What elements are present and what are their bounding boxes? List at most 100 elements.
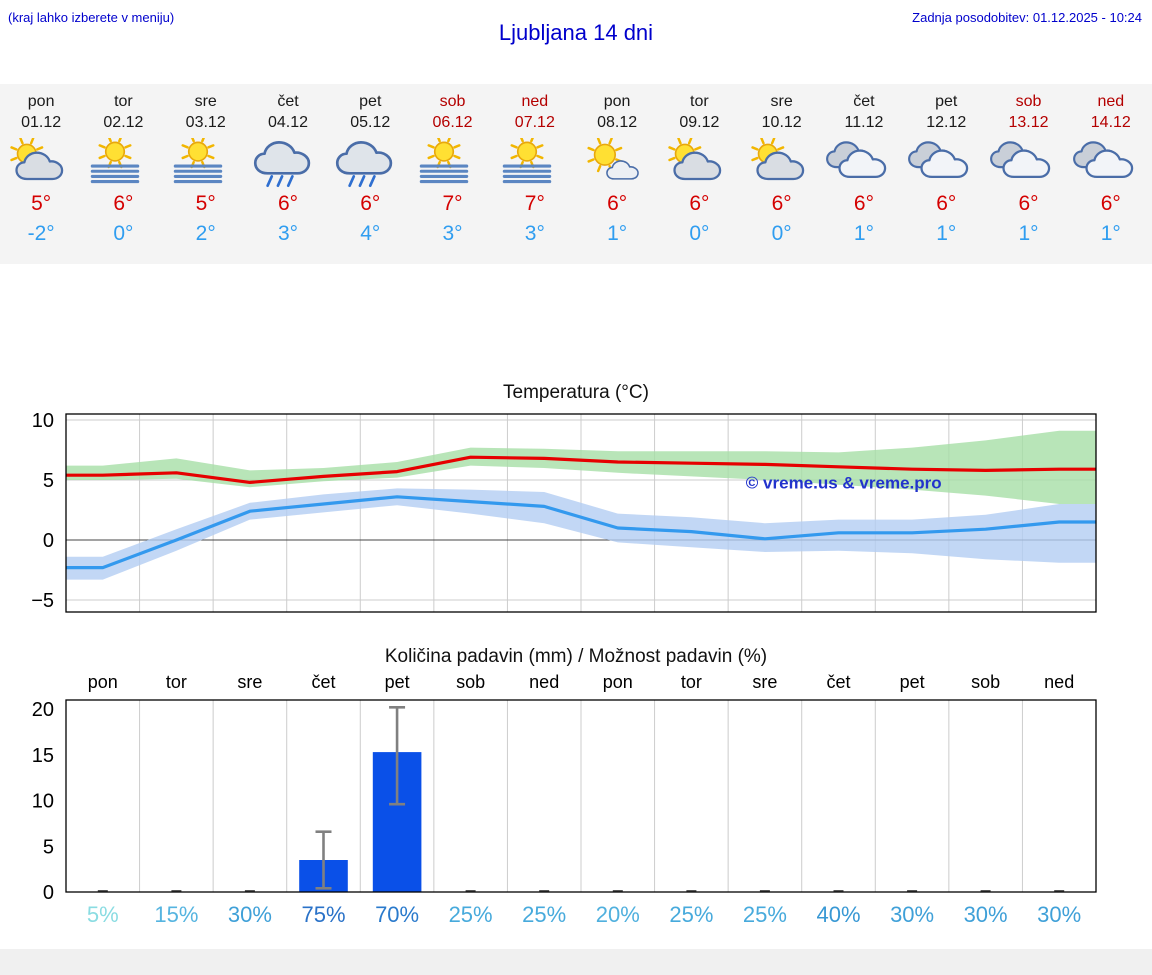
high-temp: 5° bbox=[195, 192, 216, 215]
day-date: 10.12 bbox=[761, 114, 802, 131]
precip-probability-label: 25% bbox=[743, 902, 787, 927]
weather-icon-sun-cloud bbox=[668, 138, 722, 181]
temperature-chart-title: Temperatura (°C) bbox=[503, 382, 649, 403]
forecast-day[interactable]: ned 07.12 7° 3° bbox=[494, 84, 576, 264]
precip-probability-label: 30% bbox=[228, 902, 272, 927]
precip-probability-label: 5% bbox=[87, 902, 119, 927]
low-temp: 3° bbox=[524, 222, 545, 245]
low-temp: 1° bbox=[853, 222, 874, 245]
weather-icon-cloudy bbox=[908, 141, 969, 179]
axis-day-label: pet bbox=[900, 672, 925, 692]
axis-day-label: sre bbox=[752, 672, 777, 692]
day-name: pet bbox=[359, 93, 382, 110]
high-temp: 6° bbox=[936, 192, 957, 215]
day-date: 07.12 bbox=[514, 114, 555, 131]
day-name: sre bbox=[770, 93, 793, 110]
high-temp: 6° bbox=[1018, 192, 1039, 215]
forecast-day[interactable]: sob 06.12 7° 3° bbox=[411, 84, 493, 264]
precip-probability-label: 20% bbox=[596, 902, 640, 927]
svg-text:0: 0 bbox=[43, 530, 54, 552]
day-date: 01.12 bbox=[21, 114, 62, 131]
day-date: 08.12 bbox=[597, 114, 638, 131]
high-temp: 7° bbox=[442, 192, 463, 215]
day-date: 09.12 bbox=[679, 114, 720, 131]
day-date: 12.12 bbox=[926, 114, 967, 131]
axis-day-label: tor bbox=[166, 672, 187, 692]
axis-day-label: čet bbox=[826, 672, 850, 692]
axis-day-label: tor bbox=[681, 672, 702, 692]
low-temp: 3° bbox=[442, 222, 463, 245]
day-name: sre bbox=[194, 93, 217, 110]
day-date: 05.12 bbox=[350, 114, 391, 131]
high-temp: 6° bbox=[607, 192, 628, 215]
day-date: 04.12 bbox=[267, 114, 308, 131]
high-temp: 6° bbox=[360, 192, 381, 215]
svg-text:10: 10 bbox=[32, 410, 54, 432]
forecast-day[interactable]: tor 09.12 6° 0° bbox=[658, 84, 740, 264]
day-name: ned bbox=[521, 93, 549, 110]
temperature-chart-block: Temperatura (°C) −5 0 5 10 © vreme.us & vrem… bbox=[0, 382, 1152, 636]
weather-icon-rain bbox=[253, 141, 311, 188]
svg-text:0: 0 bbox=[43, 882, 54, 904]
watermark: © vreme.us & vreme.pro bbox=[746, 473, 942, 492]
forecast-day[interactable]: sre 03.12 5° 2° bbox=[165, 84, 247, 264]
low-temp: 0° bbox=[689, 222, 710, 245]
axis-day-label: pon bbox=[603, 672, 633, 692]
high-temp: 6° bbox=[277, 192, 299, 215]
page-title: Ljubljana 14 dni bbox=[498, 20, 654, 45]
forecast-day[interactable]: sob 13.12 6° 1° bbox=[987, 84, 1069, 264]
day-name: čet bbox=[277, 93, 299, 110]
precip-probability-label: 30% bbox=[890, 902, 934, 927]
precip-probability-label: 75% bbox=[301, 902, 345, 927]
day-name: pon bbox=[27, 93, 55, 110]
precip-probability-label: 25% bbox=[522, 902, 566, 927]
precip-probability-label: 25% bbox=[449, 902, 493, 927]
weather-icon-cloudy bbox=[990, 141, 1051, 179]
forecast-day[interactable]: pon 08.12 6° 1° bbox=[576, 84, 658, 264]
high-temp: 5° bbox=[31, 192, 52, 215]
high-temp: 6° bbox=[771, 192, 792, 215]
forecast-day[interactable]: ned 14.12 6° 1° bbox=[1070, 84, 1152, 264]
low-temp: 0° bbox=[113, 222, 134, 245]
weather-icon-sun-cloud bbox=[750, 138, 804, 181]
day-date: 06.12 bbox=[432, 114, 473, 131]
forecast-day[interactable]: čet 11.12 6° 1° bbox=[823, 84, 905, 264]
weather-icon-sun-cloud bbox=[10, 138, 64, 181]
forecast-day[interactable]: pet 12.12 6° 1° bbox=[905, 84, 987, 264]
precipitation-chart-block: Količina padavin (mm) / Možnost padavin … bbox=[0, 646, 1152, 932]
day-name: pon bbox=[603, 93, 631, 110]
precip-probability-label: 30% bbox=[1037, 902, 1081, 927]
day-name: čet bbox=[853, 93, 875, 110]
axis-day-label: sob bbox=[971, 672, 1000, 692]
temperature-chart: −5 0 5 10 © vreme.us & vreme.pro bbox=[31, 410, 1097, 613]
forecast-day[interactable]: čet 04.12 6° 3° bbox=[247, 84, 329, 264]
svg-text:5: 5 bbox=[43, 836, 54, 858]
precip-probability-label: 30% bbox=[964, 902, 1008, 927]
axis-day-label: sob bbox=[456, 672, 485, 692]
high-temp: 6° bbox=[689, 192, 710, 215]
low-temp: 3° bbox=[277, 222, 299, 245]
weather-icon-sun-small-cloud bbox=[587, 138, 639, 180]
day-name: tor bbox=[114, 93, 133, 110]
forecast-day[interactable]: tor 02.12 6° 0° bbox=[82, 84, 164, 264]
weather-icon-rain bbox=[336, 141, 393, 188]
weather-icon-fog-sun bbox=[502, 138, 551, 184]
precip-probability-label: 40% bbox=[816, 902, 860, 927]
day-name: ned bbox=[1097, 93, 1125, 110]
high-temp: 6° bbox=[113, 192, 134, 215]
day-date: 03.12 bbox=[185, 114, 226, 131]
forecast-day[interactable]: pet 05.12 6° 4° bbox=[329, 84, 411, 264]
high-temp: 6° bbox=[1100, 192, 1121, 215]
axis-day-label: pet bbox=[385, 672, 410, 692]
forecast-day[interactable]: pon 01.12 5° -2° bbox=[0, 84, 82, 264]
svg-text:10: 10 bbox=[32, 791, 54, 813]
axis-day-label: sre bbox=[237, 672, 262, 692]
low-temp: -2° bbox=[27, 222, 55, 245]
axis-day-label: ned bbox=[1044, 672, 1074, 692]
forecast-day[interactable]: sre 10.12 6° 0° bbox=[741, 84, 823, 264]
svg-text:15: 15 bbox=[32, 745, 54, 767]
day-date: 11.12 bbox=[844, 114, 884, 131]
weather-icon-cloudy bbox=[1072, 141, 1133, 179]
weather-icon-fog-sun bbox=[420, 138, 469, 184]
precip-probability-label: 70% bbox=[375, 902, 419, 927]
